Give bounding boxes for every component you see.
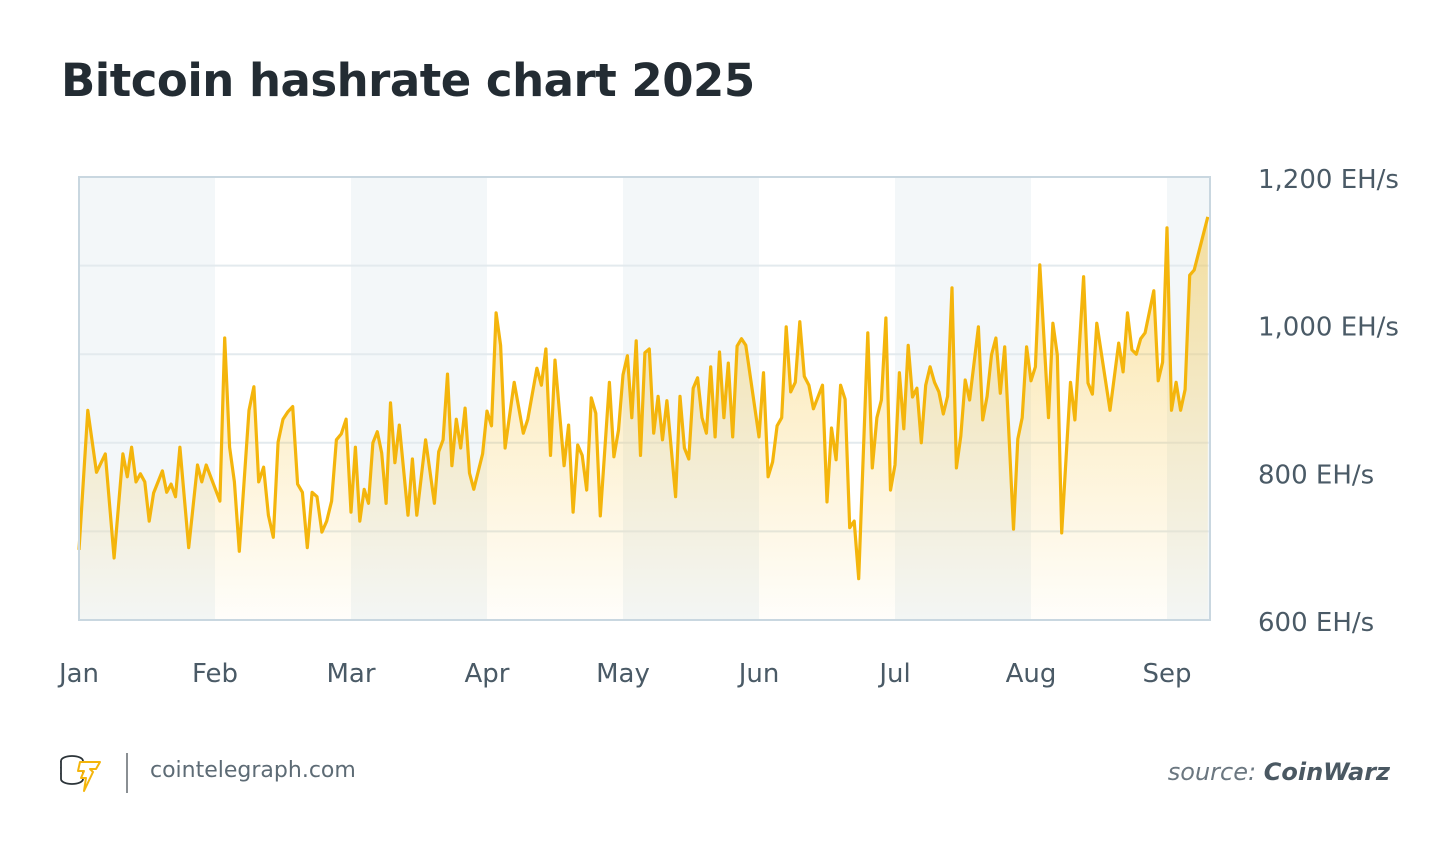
source-name: CoinWarz xyxy=(1263,758,1390,786)
source-credit: source: CoinWarz xyxy=(1168,758,1390,786)
x-tick-label: Jan xyxy=(57,659,99,689)
source-prefix: source: xyxy=(1167,758,1257,786)
hashrate-line xyxy=(77,216,1210,581)
x-tick-label: Feb xyxy=(192,659,238,689)
x-tick-label: May xyxy=(596,659,650,689)
x-tick-label: Aug xyxy=(1006,659,1057,689)
x-tick-label: Sep xyxy=(1142,659,1191,689)
y-tick-label: 800 EH/s xyxy=(1258,460,1374,490)
x-tick-label: Apr xyxy=(465,659,510,689)
site-name: cointelegraph.com xyxy=(150,758,356,783)
chart-title: Bitcoin hashrate chart 2025 xyxy=(61,54,755,107)
x-tick-label: Jun xyxy=(737,659,780,689)
y-tick-label: 1,200 EH/s xyxy=(1258,165,1399,195)
x-tick-label: Jul xyxy=(877,659,910,689)
y-tick-label: 600 EH/s xyxy=(1258,608,1374,638)
footer-divider xyxy=(126,753,128,793)
cointelegraph-logo-icon xyxy=(60,755,101,792)
x-tick-label: Mar xyxy=(326,659,375,689)
plot-frame xyxy=(78,176,1211,621)
y-tick-label: 1,000 EH/s xyxy=(1258,313,1399,343)
